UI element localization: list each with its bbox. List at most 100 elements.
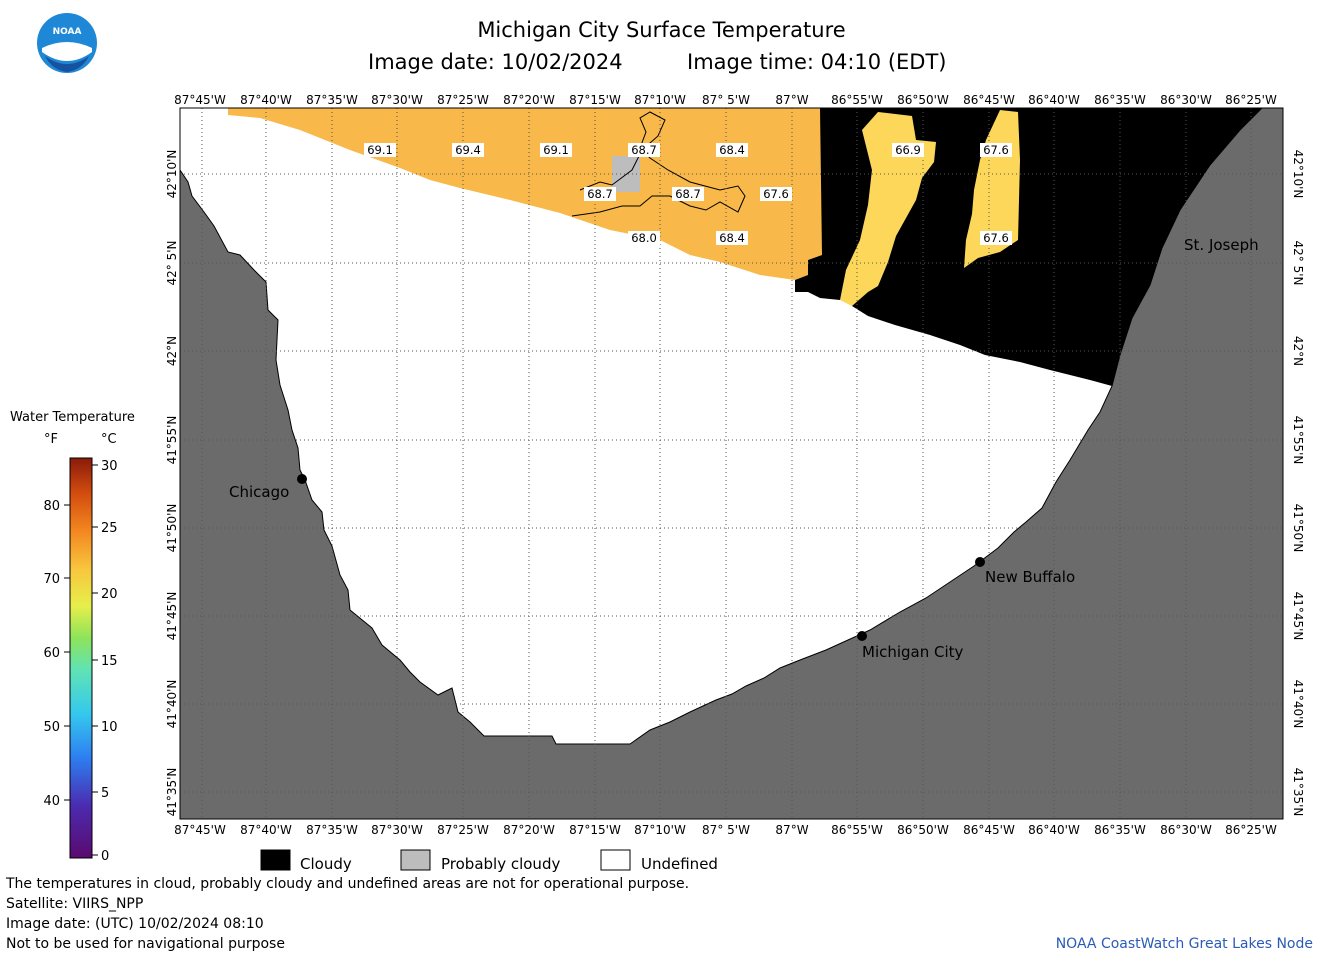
category-undefined: Undefined [600, 849, 718, 873]
svg-text:86°30'W: 86°30'W [1160, 823, 1212, 837]
city-michigan-city: Michigan City [857, 631, 964, 661]
city-label: New Buffalo [985, 568, 1075, 586]
temp-label: 68.4 [716, 143, 748, 157]
svg-text:0: 0 [101, 849, 109, 864]
svg-text:69.4: 69.4 [455, 143, 481, 157]
svg-text:87°30'W: 87°30'W [371, 823, 423, 837]
footer-credit: NOAA CoastWatch Great Lakes Node [1055, 936, 1313, 952]
legend-title: Water Temperature [10, 410, 135, 425]
city-st-joseph: St. Joseph [1184, 236, 1259, 254]
sst-area-center [840, 112, 936, 306]
svg-text:87° 5'W: 87° 5'W [702, 93, 750, 107]
svg-text:86°55'W: 86°55'W [831, 93, 883, 107]
swatch-probably-cloudy [400, 849, 431, 871]
land-area [180, 108, 1283, 819]
svg-text:Cloudy: Cloudy [300, 855, 352, 873]
svg-text:50: 50 [43, 720, 60, 735]
swatch-cloudy [260, 849, 291, 871]
city-marker [975, 557, 985, 567]
city-marker [857, 631, 867, 641]
temp-label: 67.6 [980, 231, 1012, 245]
svg-text:42° 5'N: 42° 5'N [1291, 241, 1305, 286]
temp-label: 68.7 [584, 187, 616, 201]
svg-text:86°40'W: 86°40'W [1028, 93, 1080, 107]
temp-label: 69.1 [540, 143, 572, 157]
swatch-undefined [600, 849, 631, 871]
longitude-labels-bottom: 87°45'W 87°40'W 87°35'W 87°30'W 87°25'W … [174, 823, 1277, 837]
svg-text:42°10'N: 42°10'N [165, 150, 179, 199]
svg-text:86°25'W: 86°25'W [1225, 823, 1277, 837]
temp-label: 68.7 [628, 143, 660, 157]
svg-text:69.1: 69.1 [367, 143, 393, 157]
city-chicago: Chicago [229, 474, 307, 501]
image-date: Image date: 10/02/2024 [368, 50, 623, 74]
svg-text:87° 5'W: 87° 5'W [702, 823, 750, 837]
colorbar-c-ticks [92, 464, 98, 856]
svg-text:87°45'W: 87°45'W [174, 93, 226, 107]
city-label: St. Joseph [1184, 236, 1259, 254]
svg-text:30: 30 [101, 459, 118, 474]
svg-text:41°45'N: 41°45'N [165, 592, 179, 641]
svg-text:42°10'N: 42°10'N [1291, 150, 1305, 199]
svg-text:87°40'W: 87°40'W [240, 93, 292, 107]
svg-text:41°35'N: 41°35'N [1291, 768, 1305, 817]
svg-text:86°35'W: 86°35'W [1094, 823, 1146, 837]
svg-text:20: 20 [101, 587, 118, 602]
svg-text:87°25'W: 87°25'W [437, 823, 489, 837]
svg-text:86°50'W: 86°50'W [897, 93, 949, 107]
svg-text:68.7: 68.7 [631, 143, 657, 157]
latitude-labels-left: 42°10'N 42° 5'N 42°N 41°55'N 41°50'N 41°… [165, 150, 179, 817]
svg-text:42°N: 42°N [1291, 336, 1305, 366]
svg-text:68.0: 68.0 [631, 231, 657, 245]
category-cloudy: Cloudy [260, 849, 352, 873]
svg-text:86°35'W: 86°35'W [1094, 93, 1146, 107]
svg-text:86°50'W: 86°50'W [897, 823, 949, 837]
city-new-buffalo: New Buffalo [975, 557, 1075, 586]
city-marker [297, 474, 307, 484]
page-title: Michigan City Surface Temperature [477, 18, 846, 42]
svg-text:86°40'W: 86°40'W [1028, 823, 1080, 837]
svg-text:41°55'N: 41°55'N [1291, 416, 1305, 465]
svg-text:86°55'W: 86°55'W [831, 823, 883, 837]
svg-text:41°55'N: 41°55'N [165, 416, 179, 465]
svg-text:41°50'N: 41°50'N [1291, 504, 1305, 553]
svg-text:80: 80 [43, 499, 60, 514]
svg-text:5: 5 [101, 786, 109, 801]
legend-unit-c: °C [101, 432, 117, 447]
svg-text:87°20'W: 87°20'W [503, 93, 555, 107]
svg-text:86°45'W: 86°45'W [963, 823, 1015, 837]
noaa-logo-text: NOAA [53, 27, 82, 37]
svg-text:Undefined: Undefined [641, 855, 718, 873]
svg-text:Probably cloudy: Probably cloudy [441, 855, 560, 873]
footer-utc-date: Image date: (UTC) 10/02/2024 08:10 [6, 916, 264, 932]
svg-text:69.1: 69.1 [543, 143, 569, 157]
longitude-labels-top: 87°45'W 87°40'W 87°35'W 87°30'W 87°25'W … [174, 93, 1277, 107]
svg-text:87°W: 87°W [775, 93, 808, 107]
temp-label: 67.6 [760, 187, 792, 201]
image-time: Image time: 04:10 (EDT) [687, 50, 947, 74]
svg-text:87°30'W: 87°30'W [371, 93, 423, 107]
noaa-logo: NOAA [36, 12, 98, 74]
svg-text:87°20'W: 87°20'W [503, 823, 555, 837]
svg-text:41°40'N: 41°40'N [165, 680, 179, 729]
temp-label: 68.4 [716, 231, 748, 245]
svg-text:15: 15 [101, 654, 118, 669]
temp-label: 69.4 [452, 143, 484, 157]
footer-nav-warning: Not to be used for navigational purpose [6, 936, 285, 952]
svg-text:87°15'W: 87°15'W [569, 93, 621, 107]
temp-label: 66.9 [892, 143, 924, 157]
category-probably-cloudy: Probably cloudy [400, 849, 560, 873]
svg-text:66.9: 66.9 [895, 143, 921, 157]
temp-label: 69.1 [364, 143, 396, 157]
svg-text:87°W: 87°W [775, 823, 808, 837]
category-legend: Cloudy Probably cloudy Undefined [260, 849, 718, 873]
temperature-labels: 69.1 69.4 69.1 68.7 68.4 66.9 67.6 68.7 … [364, 143, 1012, 245]
svg-text:87°10'W: 87°10'W [634, 93, 686, 107]
svg-text:68.7: 68.7 [587, 187, 613, 201]
svg-text:87°40'W: 87°40'W [240, 823, 292, 837]
latitude-labels-right: 42°10'N 42° 5'N 42°N 41°55'N 41°50'N 41°… [1291, 150, 1305, 817]
svg-text:60: 60 [43, 646, 60, 661]
svg-text:87°10'W: 87°10'W [634, 823, 686, 837]
city-label: Chicago [229, 483, 289, 501]
svg-text:41°40'N: 41°40'N [1291, 680, 1305, 729]
